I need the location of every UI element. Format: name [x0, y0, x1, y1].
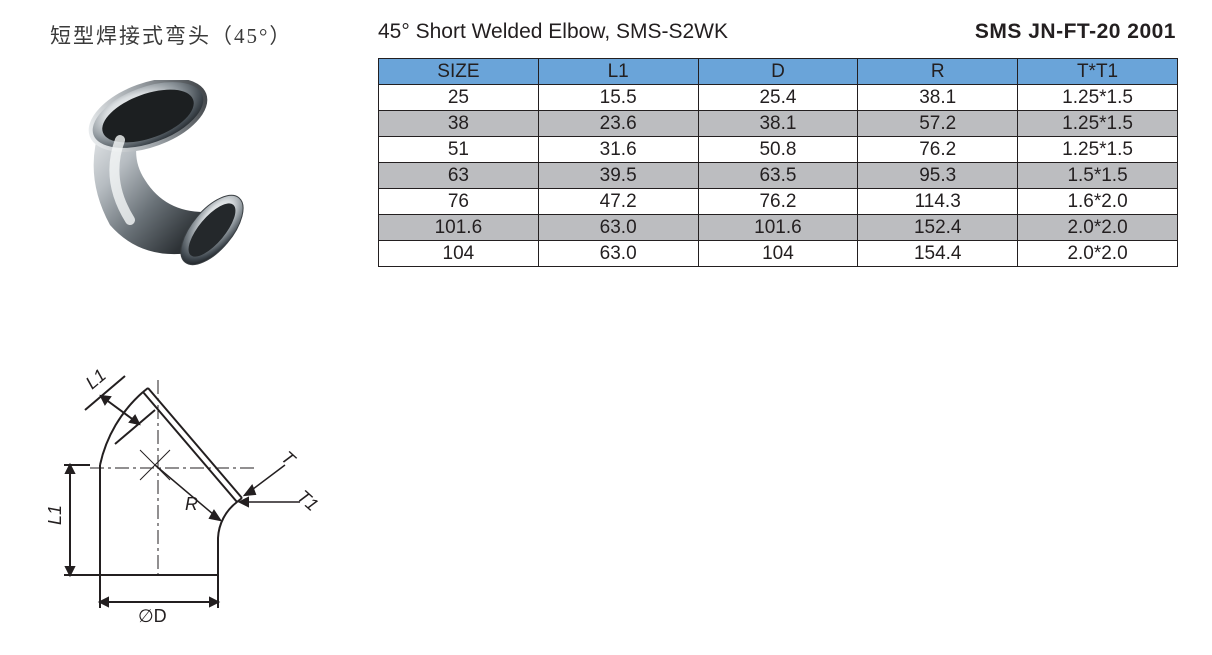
table-cell: 2.0*2.0: [1018, 241, 1178, 267]
table-cell: 101.6: [379, 215, 539, 241]
table-cell: 50.8: [698, 137, 858, 163]
diagram-label-r: R: [185, 494, 198, 514]
table-cell: 63.0: [538, 215, 698, 241]
table-cell: 104: [379, 241, 539, 267]
diagram-label-l1-left: L1: [45, 505, 65, 525]
table-row: 7647.276.2114.31.6*2.0: [379, 189, 1178, 215]
table-cell: 15.5: [538, 85, 698, 111]
product-photo: [50, 80, 265, 275]
product-code: SMS JN-FT-20 2001: [975, 20, 1176, 44]
table-cell: 1.6*2.0: [1018, 189, 1178, 215]
table-header-cell: R: [858, 59, 1018, 85]
table-header-cell: T*T1: [1018, 59, 1178, 85]
table-cell: 23.6: [538, 111, 698, 137]
table-header-cell: SIZE: [379, 59, 539, 85]
table-cell: 25: [379, 85, 539, 111]
diagram-label-t1: T1: [293, 486, 322, 515]
table-cell: 63.0: [538, 241, 698, 267]
table-row: 2515.525.438.11.25*1.5: [379, 85, 1178, 111]
table-header-cell: D: [698, 59, 858, 85]
table-row: 3823.638.157.21.25*1.5: [379, 111, 1178, 137]
table-cell: 47.2: [538, 189, 698, 215]
specification-table: SIZEL1DRT*T1 2515.525.438.11.25*1.53823.…: [378, 58, 1178, 267]
table-header-row: SIZEL1DRT*T1: [379, 59, 1178, 85]
table-cell: 38.1: [698, 111, 858, 137]
diagram-label-d: ∅D: [138, 606, 167, 626]
table-cell: 76.2: [858, 137, 1018, 163]
table-row: 5131.650.876.21.25*1.5: [379, 137, 1178, 163]
diagram-label-t: T: [277, 447, 300, 471]
title-chinese: 短型焊接式弯头（45°）: [50, 20, 292, 50]
table-cell: 1.25*1.5: [1018, 85, 1178, 111]
table-cell: 57.2: [858, 111, 1018, 137]
title-english: 45° Short Welded Elbow, SMS-S2WK: [378, 20, 728, 44]
table-cell: 154.4: [858, 241, 1018, 267]
table-cell: 76.2: [698, 189, 858, 215]
table-cell: 39.5: [538, 163, 698, 189]
table-row: 101.663.0101.6152.42.0*2.0: [379, 215, 1178, 241]
table-body: 2515.525.438.11.25*1.53823.638.157.21.25…: [379, 85, 1178, 267]
table-cell: 38: [379, 111, 539, 137]
table-cell: 51: [379, 137, 539, 163]
table-cell: 1.5*1.5: [1018, 163, 1178, 189]
engineering-diagram: L1 L1 R T T1 ∅D: [40, 350, 340, 630]
table-cell: 63.5: [698, 163, 858, 189]
table-cell: 63: [379, 163, 539, 189]
table-cell: 38.1: [858, 85, 1018, 111]
table-cell: 95.3: [858, 163, 1018, 189]
table-cell: 31.6: [538, 137, 698, 163]
table-cell: 25.4: [698, 85, 858, 111]
table-cell: 152.4: [858, 215, 1018, 241]
table-cell: 114.3: [858, 189, 1018, 215]
table-cell: 1.25*1.5: [1018, 137, 1178, 163]
table-header-cell: L1: [538, 59, 698, 85]
table-cell: 2.0*2.0: [1018, 215, 1178, 241]
table-row: 6339.563.595.31.5*1.5: [379, 163, 1178, 189]
table-cell: 101.6: [698, 215, 858, 241]
table-cell: 76: [379, 189, 539, 215]
table-row: 10463.0104154.42.0*2.0: [379, 241, 1178, 267]
table-cell: 104: [698, 241, 858, 267]
table-cell: 1.25*1.5: [1018, 111, 1178, 137]
diagram-label-l1-top: L1: [82, 365, 110, 393]
